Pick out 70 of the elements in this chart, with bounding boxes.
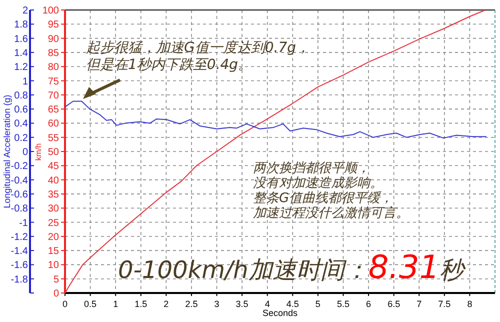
x-axis-title: Seconds [262, 308, 298, 318]
y-tick-label: 2 [22, 6, 28, 16]
x-tick-label: 8 [467, 299, 472, 309]
y2-tick-label: 25 [48, 218, 60, 229]
y-axis-title: Longitudinal Acceleration (g) [2, 94, 12, 208]
annotation: 两次换挡都很平顺， [253, 161, 370, 176]
x-tick-label: 6.5 [388, 299, 400, 309]
y2-tick-label: 55 [48, 132, 60, 144]
y2-axis-title: km/h [34, 143, 43, 161]
y-tick-label: -1.8 [10, 274, 28, 286]
y2-tick-label: 40 [48, 175, 60, 186]
y-tick-label: 0.6 [14, 104, 28, 116]
y-tick-label: -0.2 [10, 161, 28, 172]
x-tick-label: 5.5 [336, 299, 350, 309]
x-tick-label: 3.5 [236, 299, 248, 309]
y2-tick-label: 50 [48, 147, 60, 158]
y-tick-label: 1.8 [14, 20, 28, 31]
line-series [64, 10, 486, 294]
x-tick-label: 4 [264, 299, 270, 309]
y2-tick-label: 0 [53, 288, 60, 300]
x-tick-label: 1 [113, 299, 118, 309]
y2-tick-label: 45 [48, 161, 60, 172]
y2-tick-label: 90 [48, 34, 60, 45]
y-tick-label: 0 [22, 147, 28, 158]
y2-tick-label: 65 [48, 104, 60, 116]
x-tick-label: 5 [315, 299, 320, 309]
y-tick-label: -1.6 [10, 260, 28, 272]
annotation: 0-100km/h加速时间：8.31秒 [118, 248, 467, 286]
y2-tick-label: 5 [53, 274, 60, 286]
y-tick-label: 1.2 [14, 62, 28, 74]
y-tick-label: 0.8 [14, 90, 28, 102]
x-tick-label: 4.5 [286, 299, 299, 309]
y2-tick-label: 85 [48, 48, 60, 59]
y-tick-label: 1.6 [14, 34, 28, 45]
y-tick-label: -0.4 [10, 175, 28, 186]
y2-tick-label: 60 [48, 118, 60, 130]
annotation: 没有对加速造成影响。 [253, 176, 383, 191]
x-tick-label: 2.5 [185, 299, 198, 309]
x-tick-label: 6 [366, 299, 372, 309]
y2-tick-label: 80 [48, 62, 60, 74]
y-tick-label: 1 [22, 76, 28, 88]
x-tick-label: 2 [164, 299, 169, 309]
annotation: 整条G值曲线都很平缓， [253, 191, 394, 206]
y-tick-label: -1.4 [10, 246, 28, 258]
x-tick-label: 3 [214, 299, 220, 309]
x-tick-label: 1.5 [134, 299, 148, 309]
y2-tick-label: 95 [48, 20, 60, 31]
annotation: 加速过程没什么激情可言。 [253, 205, 409, 221]
y2-tick-label: 30 [48, 204, 60, 215]
y2-tick-label: 20 [48, 232, 60, 243]
y-tick-label: 1.4 [14, 48, 28, 59]
y-tick-label: -0.8 [10, 204, 28, 215]
y-tick-label: -1.2 [10, 232, 28, 243]
y2-tick-label: 70 [48, 90, 60, 102]
y2-tick-label: 75 [48, 76, 60, 88]
x-tick-label: 0.5 [84, 299, 97, 309]
y2-tick-label: 15 [48, 246, 60, 258]
y2-tick-label: 35 [48, 189, 60, 200]
y-tick-label: 0.2 [14, 132, 28, 144]
y2-tick-label: 10 [48, 260, 60, 272]
x-tick-label: 0 [62, 299, 68, 309]
line-series [64, 100, 487, 139]
y2-tick-label: 100 [42, 6, 60, 16]
x-tick-label: 7 [416, 299, 422, 309]
y-tick-label: -1 [19, 218, 28, 229]
y-tick-label: -0.6 [10, 189, 28, 200]
annotation: 起步很猛，加速G值一度达到0.7g， [86, 40, 310, 56]
x-tick-label: 7.5 [438, 299, 451, 309]
annotation: 但是在1秒内下跌至0.4g。 [86, 57, 252, 73]
y-tick-label: 0.4 [14, 118, 28, 130]
